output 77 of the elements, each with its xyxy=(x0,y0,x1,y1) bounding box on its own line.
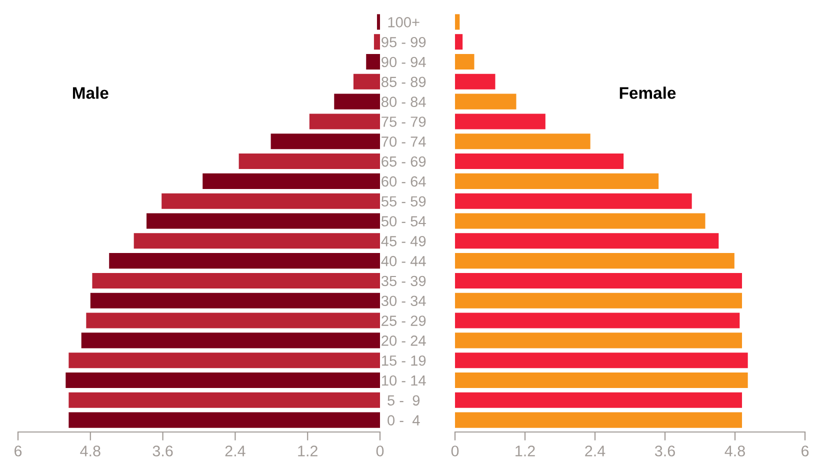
x-tick-label: 6 xyxy=(14,446,22,456)
y-tick-label: 45 - 49 xyxy=(381,236,426,246)
bar xyxy=(455,114,546,130)
bar xyxy=(66,372,380,388)
text: Female xyxy=(620,86,676,99)
bar xyxy=(455,14,460,30)
bar xyxy=(68,392,380,408)
bar xyxy=(68,352,380,368)
y-tick-label: 25 - 29 xyxy=(382,316,426,326)
x-tick-label: 2.4 xyxy=(585,446,606,456)
y-tick-label: 30 - 34 xyxy=(381,296,426,306)
bar xyxy=(455,34,463,50)
bar xyxy=(146,213,380,229)
x-tick-label: 0 xyxy=(451,446,459,456)
y-tick-label: 70 - 74 xyxy=(382,136,426,147)
bar xyxy=(455,94,516,110)
bar xyxy=(270,134,380,150)
bar xyxy=(353,74,380,90)
y-tick-label: 65 - 69 xyxy=(382,156,426,167)
bar xyxy=(81,332,380,348)
bar xyxy=(109,253,380,269)
y-tick-label: 20 - 24 xyxy=(382,336,426,346)
bar xyxy=(455,392,742,408)
bar xyxy=(455,134,590,150)
bar xyxy=(455,74,496,90)
y-tick-label: 15 - 19 xyxy=(382,355,426,366)
y-tick-label: 5 - 9 xyxy=(388,395,420,406)
bar xyxy=(92,272,380,288)
x-tick-label: 4.8 xyxy=(80,446,100,456)
bar xyxy=(455,292,742,308)
bar xyxy=(455,352,748,368)
y-tick-label: 55 - 59 xyxy=(381,196,426,207)
bar xyxy=(455,312,740,328)
y-tick-label: 40 - 44 xyxy=(381,256,426,266)
bar xyxy=(455,193,692,209)
y-tick-label: 80 - 84 xyxy=(382,96,426,107)
x-tick-label: 4.8 xyxy=(724,446,745,456)
text: Male xyxy=(72,86,108,99)
y-tick-label: 0 - 4 xyxy=(388,415,420,426)
bar xyxy=(455,372,748,388)
bar xyxy=(455,154,624,170)
y-tick-label: 60 - 64 xyxy=(382,176,426,187)
y-tick-label: 35 - 39 xyxy=(381,276,426,286)
bar xyxy=(455,54,474,70)
y-tick-label: 75 - 79 xyxy=(382,116,426,127)
x-tick-label: 6 xyxy=(802,446,809,456)
y-tick-label: 85 - 89 xyxy=(382,76,426,88)
y-tick-label: 10 - 14 xyxy=(382,375,426,386)
bar xyxy=(162,193,380,209)
x-tick-label: 3.6 xyxy=(654,446,675,456)
bar xyxy=(238,154,380,170)
x-tick-label: 1.2 xyxy=(298,446,318,456)
y-tick-label: 90 - 94 xyxy=(382,56,426,68)
bar xyxy=(455,213,706,229)
bar xyxy=(334,94,380,110)
bar xyxy=(202,173,380,189)
x-tick-label: 0 xyxy=(376,446,384,456)
bar xyxy=(86,312,380,328)
bar xyxy=(90,292,380,308)
bar xyxy=(455,412,742,428)
bar xyxy=(134,233,380,249)
x-tick-label: 2.4 xyxy=(225,446,246,456)
x-tick-label: 3.6 xyxy=(152,446,173,456)
y-tick-label: 50 - 54 xyxy=(381,216,426,226)
bar xyxy=(68,412,380,428)
bar xyxy=(455,233,719,249)
bar xyxy=(455,332,742,348)
y-tick-label: 100+ xyxy=(388,17,420,28)
bar xyxy=(376,14,380,30)
bar xyxy=(374,34,380,50)
y-tick-label: 95 - 99 xyxy=(382,36,426,48)
bar xyxy=(455,173,659,189)
x-tick-label: 1.2 xyxy=(516,446,535,456)
bar xyxy=(455,253,734,269)
bar xyxy=(309,114,380,130)
bar xyxy=(366,54,380,70)
bar xyxy=(455,272,742,288)
